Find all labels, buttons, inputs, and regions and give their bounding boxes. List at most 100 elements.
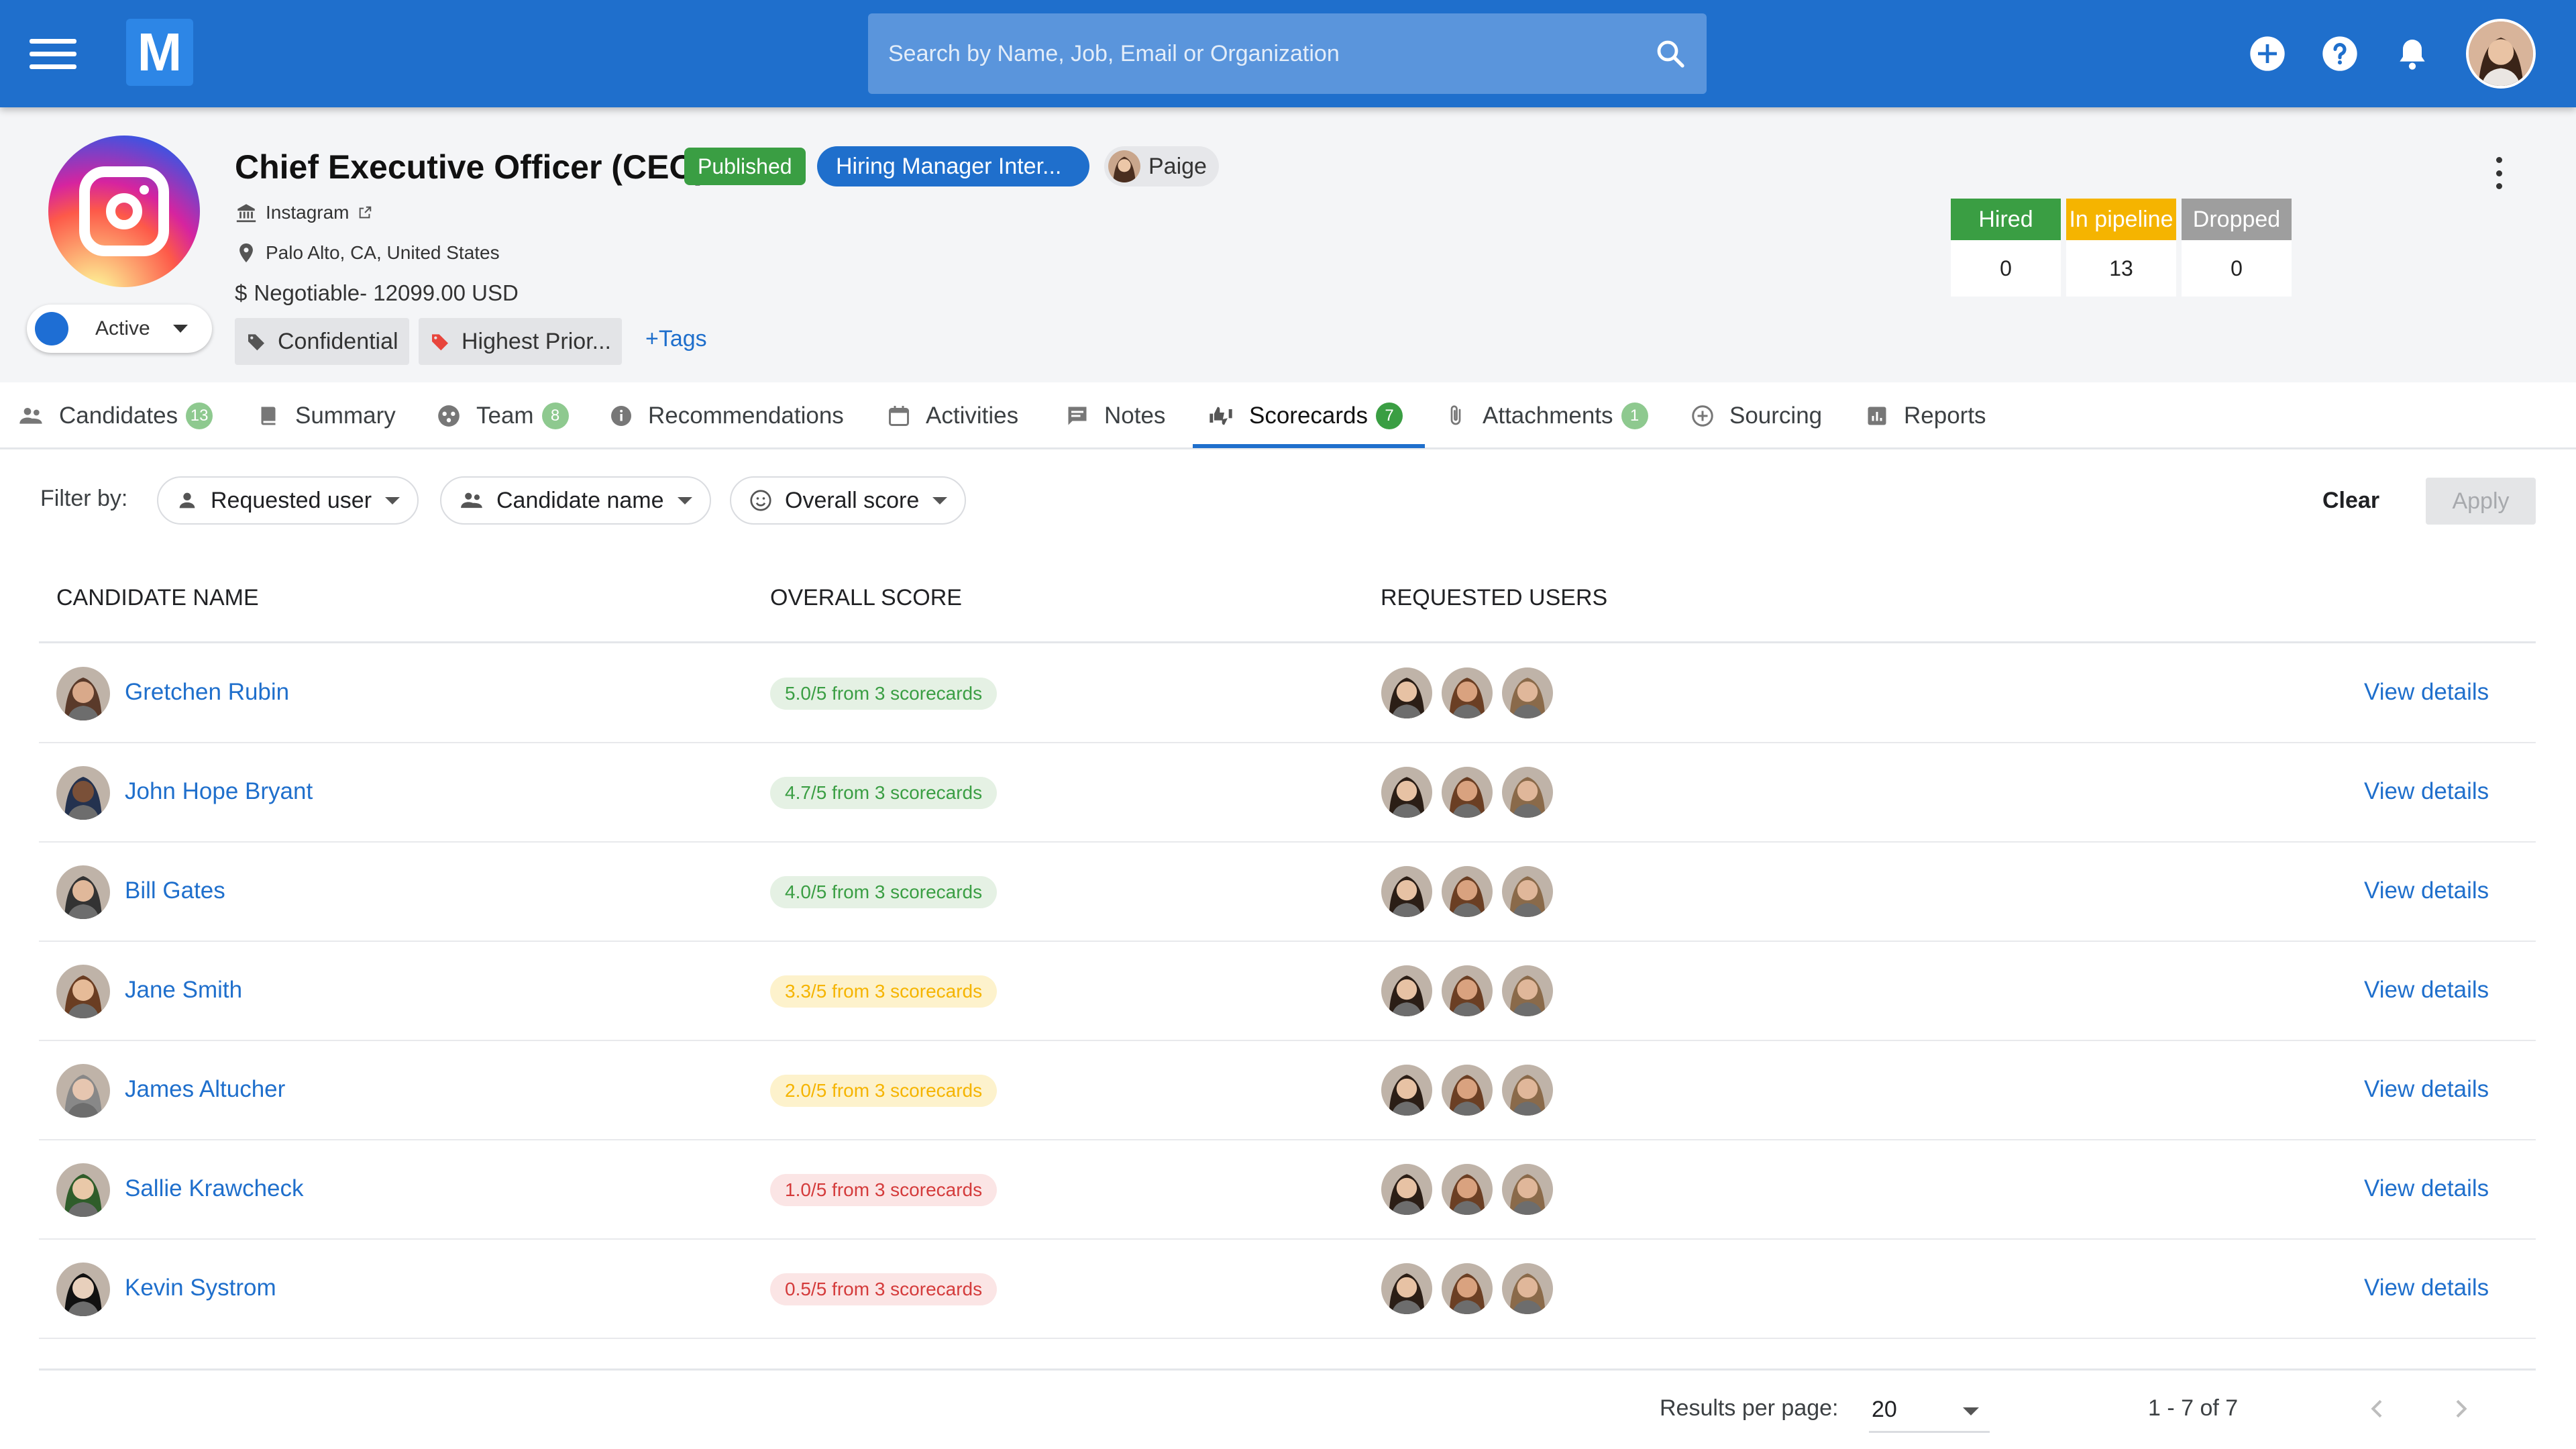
avatar[interactable]	[1440, 963, 1495, 1018]
avatar[interactable]	[1440, 1063, 1495, 1118]
stage-badge[interactable]: Hiring Manager Inter...	[817, 146, 1089, 186]
table-row: Jane Smith 3.3/5 from 3 scorecards View de…	[39, 942, 2536, 1041]
avatar[interactable]	[1500, 665, 1555, 720]
help-icon[interactable]	[2321, 35, 2359, 72]
clear-button[interactable]: Clear	[2322, 480, 2379, 521]
avatar[interactable]	[1440, 864, 1495, 919]
add-tags-button[interactable]: +Tags	[645, 326, 707, 352]
company-name[interactable]: Instagram	[266, 202, 350, 223]
add-circle-icon[interactable]	[2249, 35, 2286, 72]
external-link-icon[interactable]	[358, 205, 372, 220]
more-options-icon[interactable]	[2489, 153, 2509, 193]
requested-user-filter[interactable]: Requested user	[157, 476, 419, 525]
stat-hired[interactable]: Hired 0	[1951, 199, 2061, 297]
table-row: Gretchen Rubin 5.0/5 from 3 scorecards Vie…	[39, 644, 2536, 743]
tag-icon	[432, 334, 448, 351]
candidate-name-link[interactable]: James Altucher	[125, 1076, 286, 1102]
candidate-avatar[interactable]	[56, 667, 110, 720]
results-per-page-label: Results per page:	[1660, 1395, 1839, 1421]
avatar[interactable]	[1500, 1063, 1555, 1118]
candidate-name-filter[interactable]: Candidate name	[440, 476, 711, 525]
requested-users	[1379, 665, 1560, 720]
avatar[interactable]	[1379, 765, 1434, 820]
status-dot-icon	[35, 312, 68, 345]
tab-candidates[interactable]: Candidates 13	[17, 382, 213, 449]
filter-label-text: Candidate name	[496, 487, 664, 513]
global-search	[868, 13, 1707, 94]
tab-notes[interactable]: Notes	[1065, 382, 1165, 449]
view-details-link[interactable]: View details	[2364, 1275, 2489, 1301]
avatar[interactable]	[1440, 1162, 1495, 1217]
column-header-candidate[interactable]: CANDIDATE NAME	[56, 585, 259, 610]
tag-confidential[interactable]: Confidential	[235, 318, 409, 365]
stat-value: 13	[2066, 240, 2176, 297]
candidate-name-link[interactable]: Kevin Systrom	[125, 1275, 276, 1301]
avatar[interactable]	[1379, 1261, 1434, 1316]
candidate-name-link[interactable]: Gretchen Rubin	[125, 679, 290, 705]
app-logo[interactable]: M	[126, 19, 193, 86]
avatar[interactable]	[1500, 963, 1555, 1018]
tab-team[interactable]: Team 8	[436, 382, 569, 449]
score-badge: 4.0/5 from 3 scorecards	[770, 876, 998, 908]
avatar[interactable]	[1500, 1162, 1555, 1217]
job-status-dropdown[interactable]: Active	[27, 305, 212, 353]
search-icon[interactable]	[1654, 38, 1686, 70]
candidate-name-link[interactable]: John Hope Bryant	[125, 778, 313, 804]
avatar[interactable]	[1500, 864, 1555, 919]
menu-icon[interactable]	[30, 39, 76, 70]
chevron-down-icon	[1963, 1407, 1979, 1415]
tab-recommendations[interactable]: Recommendations	[609, 382, 844, 449]
user-avatar[interactable]	[2466, 19, 2536, 89]
stat-value: 0	[2182, 240, 2292, 297]
view-details-link[interactable]: View details	[2364, 679, 2489, 705]
tag-priority[interactable]: Highest Prior...	[419, 318, 622, 365]
tab-summary[interactable]: Summary	[256, 382, 396, 449]
view-details-link[interactable]: View details	[2364, 977, 2489, 1003]
score-badge: 2.0/5 from 3 scorecards	[770, 1075, 998, 1107]
search-input[interactable]	[888, 13, 1626, 94]
stat-dropped[interactable]: Dropped 0	[2182, 199, 2292, 297]
tab-activities[interactable]: Activities	[887, 382, 1018, 449]
owner-chip[interactable]: Paige	[1104, 146, 1219, 186]
tab-reports[interactable]: Reports	[1865, 382, 1986, 449]
avatar[interactable]	[1440, 1261, 1495, 1316]
avatar[interactable]	[1379, 1162, 1434, 1217]
view-details-link[interactable]: View details	[2364, 1175, 2489, 1201]
avatar[interactable]	[1500, 765, 1555, 820]
avatar[interactable]	[1440, 765, 1495, 820]
view-details-link[interactable]: View details	[2364, 778, 2489, 804]
candidate-avatar[interactable]	[56, 865, 110, 919]
view-details-link[interactable]: View details	[2364, 1076, 2489, 1102]
stat-in-pipeline[interactable]: In pipeline 13	[2066, 199, 2176, 297]
next-page-icon[interactable]	[2447, 1395, 2474, 1422]
avatar[interactable]	[1379, 864, 1434, 919]
tab-attachments[interactable]: Attachments 1	[1444, 382, 1648, 449]
candidate-avatar[interactable]	[56, 766, 110, 820]
candidate-avatar[interactable]	[56, 965, 110, 1018]
previous-page-icon[interactable]	[2364, 1395, 2391, 1422]
candidate-name-link[interactable]: Sallie Krawcheck	[125, 1175, 304, 1201]
overall-score-filter[interactable]: Overall score	[730, 476, 967, 525]
results-per-page-select[interactable]: 20	[1869, 1389, 1990, 1433]
apply-button[interactable]: Apply	[2426, 478, 2536, 525]
candidate-avatar[interactable]	[56, 1163, 110, 1217]
tab-scorecards[interactable]: Scorecards 7	[1208, 382, 1403, 449]
candidate-avatar[interactable]	[56, 1263, 110, 1316]
avatar[interactable]	[1379, 665, 1434, 720]
bar-chart-icon	[1868, 407, 1886, 425]
candidate-name-link[interactable]: Jane Smith	[125, 977, 243, 1003]
tab-label: Summary	[295, 402, 396, 429]
tab-count-badge: 1	[1621, 402, 1648, 429]
notification-bell-icon[interactable]	[2394, 35, 2431, 72]
candidate-avatar[interactable]	[56, 1064, 110, 1118]
chevron-down-icon	[932, 496, 948, 504]
avatar[interactable]	[1440, 665, 1495, 720]
view-details-link[interactable]: View details	[2364, 877, 2489, 904]
avatar[interactable]	[1379, 1063, 1434, 1118]
column-header-score[interactable]: OVERALL SCORE	[770, 585, 962, 610]
candidate-name-link[interactable]: Bill Gates	[125, 877, 225, 904]
avatar[interactable]	[1379, 963, 1434, 1018]
chevron-down-icon	[677, 496, 692, 504]
tab-sourcing[interactable]: Sourcing	[1690, 382, 1822, 449]
avatar[interactable]	[1500, 1261, 1555, 1316]
